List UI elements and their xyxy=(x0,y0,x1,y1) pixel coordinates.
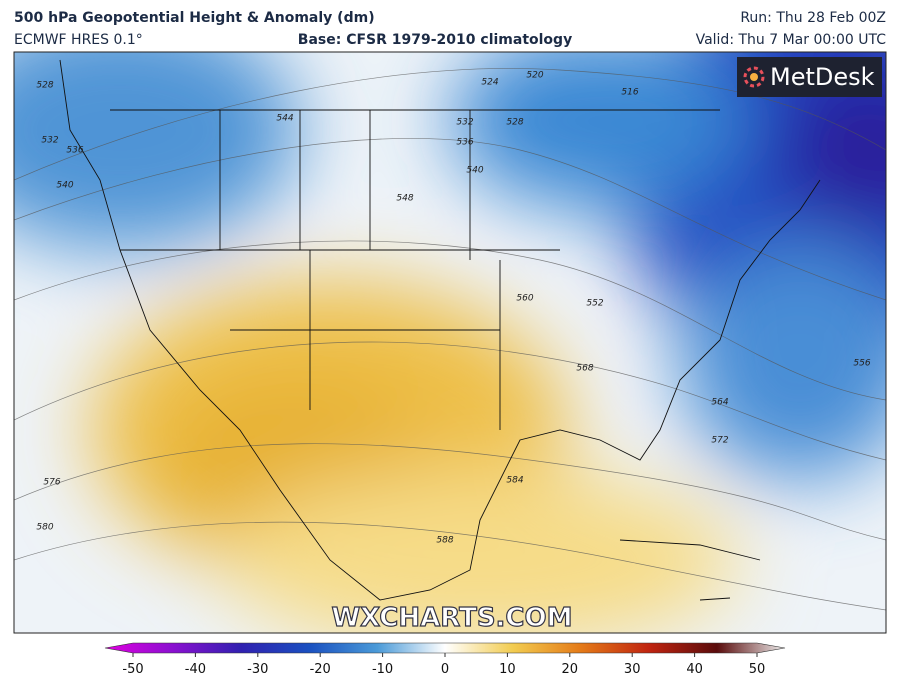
title: 500 hPa Geopotential Height & Anomaly (d… xyxy=(14,10,375,26)
colorbar-tick-label: -20 xyxy=(310,662,331,677)
colorbar-tick-label: -50 xyxy=(122,662,143,677)
contour-label: 556 xyxy=(853,359,870,369)
colorbar-tick-label: 0 xyxy=(441,662,449,677)
contour-label: 528 xyxy=(36,81,53,91)
contour-label: 532 xyxy=(456,118,473,128)
colorbar-tick-label: 30 xyxy=(624,662,641,677)
contour-label: 588 xyxy=(436,536,453,546)
contour-label: 584 xyxy=(506,476,523,486)
colorbar-tick-label: 50 xyxy=(749,662,766,677)
run: Run: Thu 28 Feb 00Z xyxy=(740,10,886,26)
logo-box xyxy=(737,57,882,97)
colorbar-tick-label: -30 xyxy=(247,662,268,677)
contour-label: 564 xyxy=(711,398,728,408)
colorbar: -50 -40 -30 -20 -10 0 10 20 30 40 50 xyxy=(104,642,786,677)
contour-label: 532 xyxy=(41,136,58,146)
contour-label: 520 xyxy=(526,71,543,81)
contour-label: 548 xyxy=(396,194,413,204)
logo: MetDesk xyxy=(770,63,875,91)
contour-label: 536 xyxy=(456,138,473,148)
colorbar-tick-label: 20 xyxy=(562,662,579,677)
colorbar-tick-label: -10 xyxy=(372,662,393,677)
colorbar-tick-label: 40 xyxy=(686,662,703,677)
contour-label: 540 xyxy=(56,181,73,191)
contour-label: 524 xyxy=(481,78,498,88)
contour-label: 580 xyxy=(36,523,53,533)
model: ECMWF HRES 0.1° xyxy=(14,32,143,48)
contour-label: 528 xyxy=(506,118,523,128)
map: 528 532 536 540 544 524 520 516 532 528 536 540 548 5… xyxy=(14,52,886,633)
contour-label: 576 xyxy=(43,478,60,488)
contour-label: 540 xyxy=(466,166,483,176)
colorbar-tick-label: -40 xyxy=(185,662,206,677)
contour-label: 536 xyxy=(66,146,83,156)
contour-label: 552 xyxy=(586,299,603,309)
base: Base: CFSR 1979-2010 climatology xyxy=(298,32,572,48)
valid: Valid: Thu 7 Mar 00:00 UTC xyxy=(696,32,887,48)
contour-label: 560 xyxy=(516,294,533,304)
colorbar-scale xyxy=(104,642,786,654)
logo-icon xyxy=(743,66,765,88)
contour-label: 568 xyxy=(576,364,593,374)
contour-label: 516 xyxy=(621,88,638,98)
contour-label: 544 xyxy=(276,114,293,124)
watermark: WXCHARTS.COM xyxy=(331,603,572,633)
colorbar-tick-label: 10 xyxy=(499,662,516,677)
contour-label: 572 xyxy=(711,436,728,446)
